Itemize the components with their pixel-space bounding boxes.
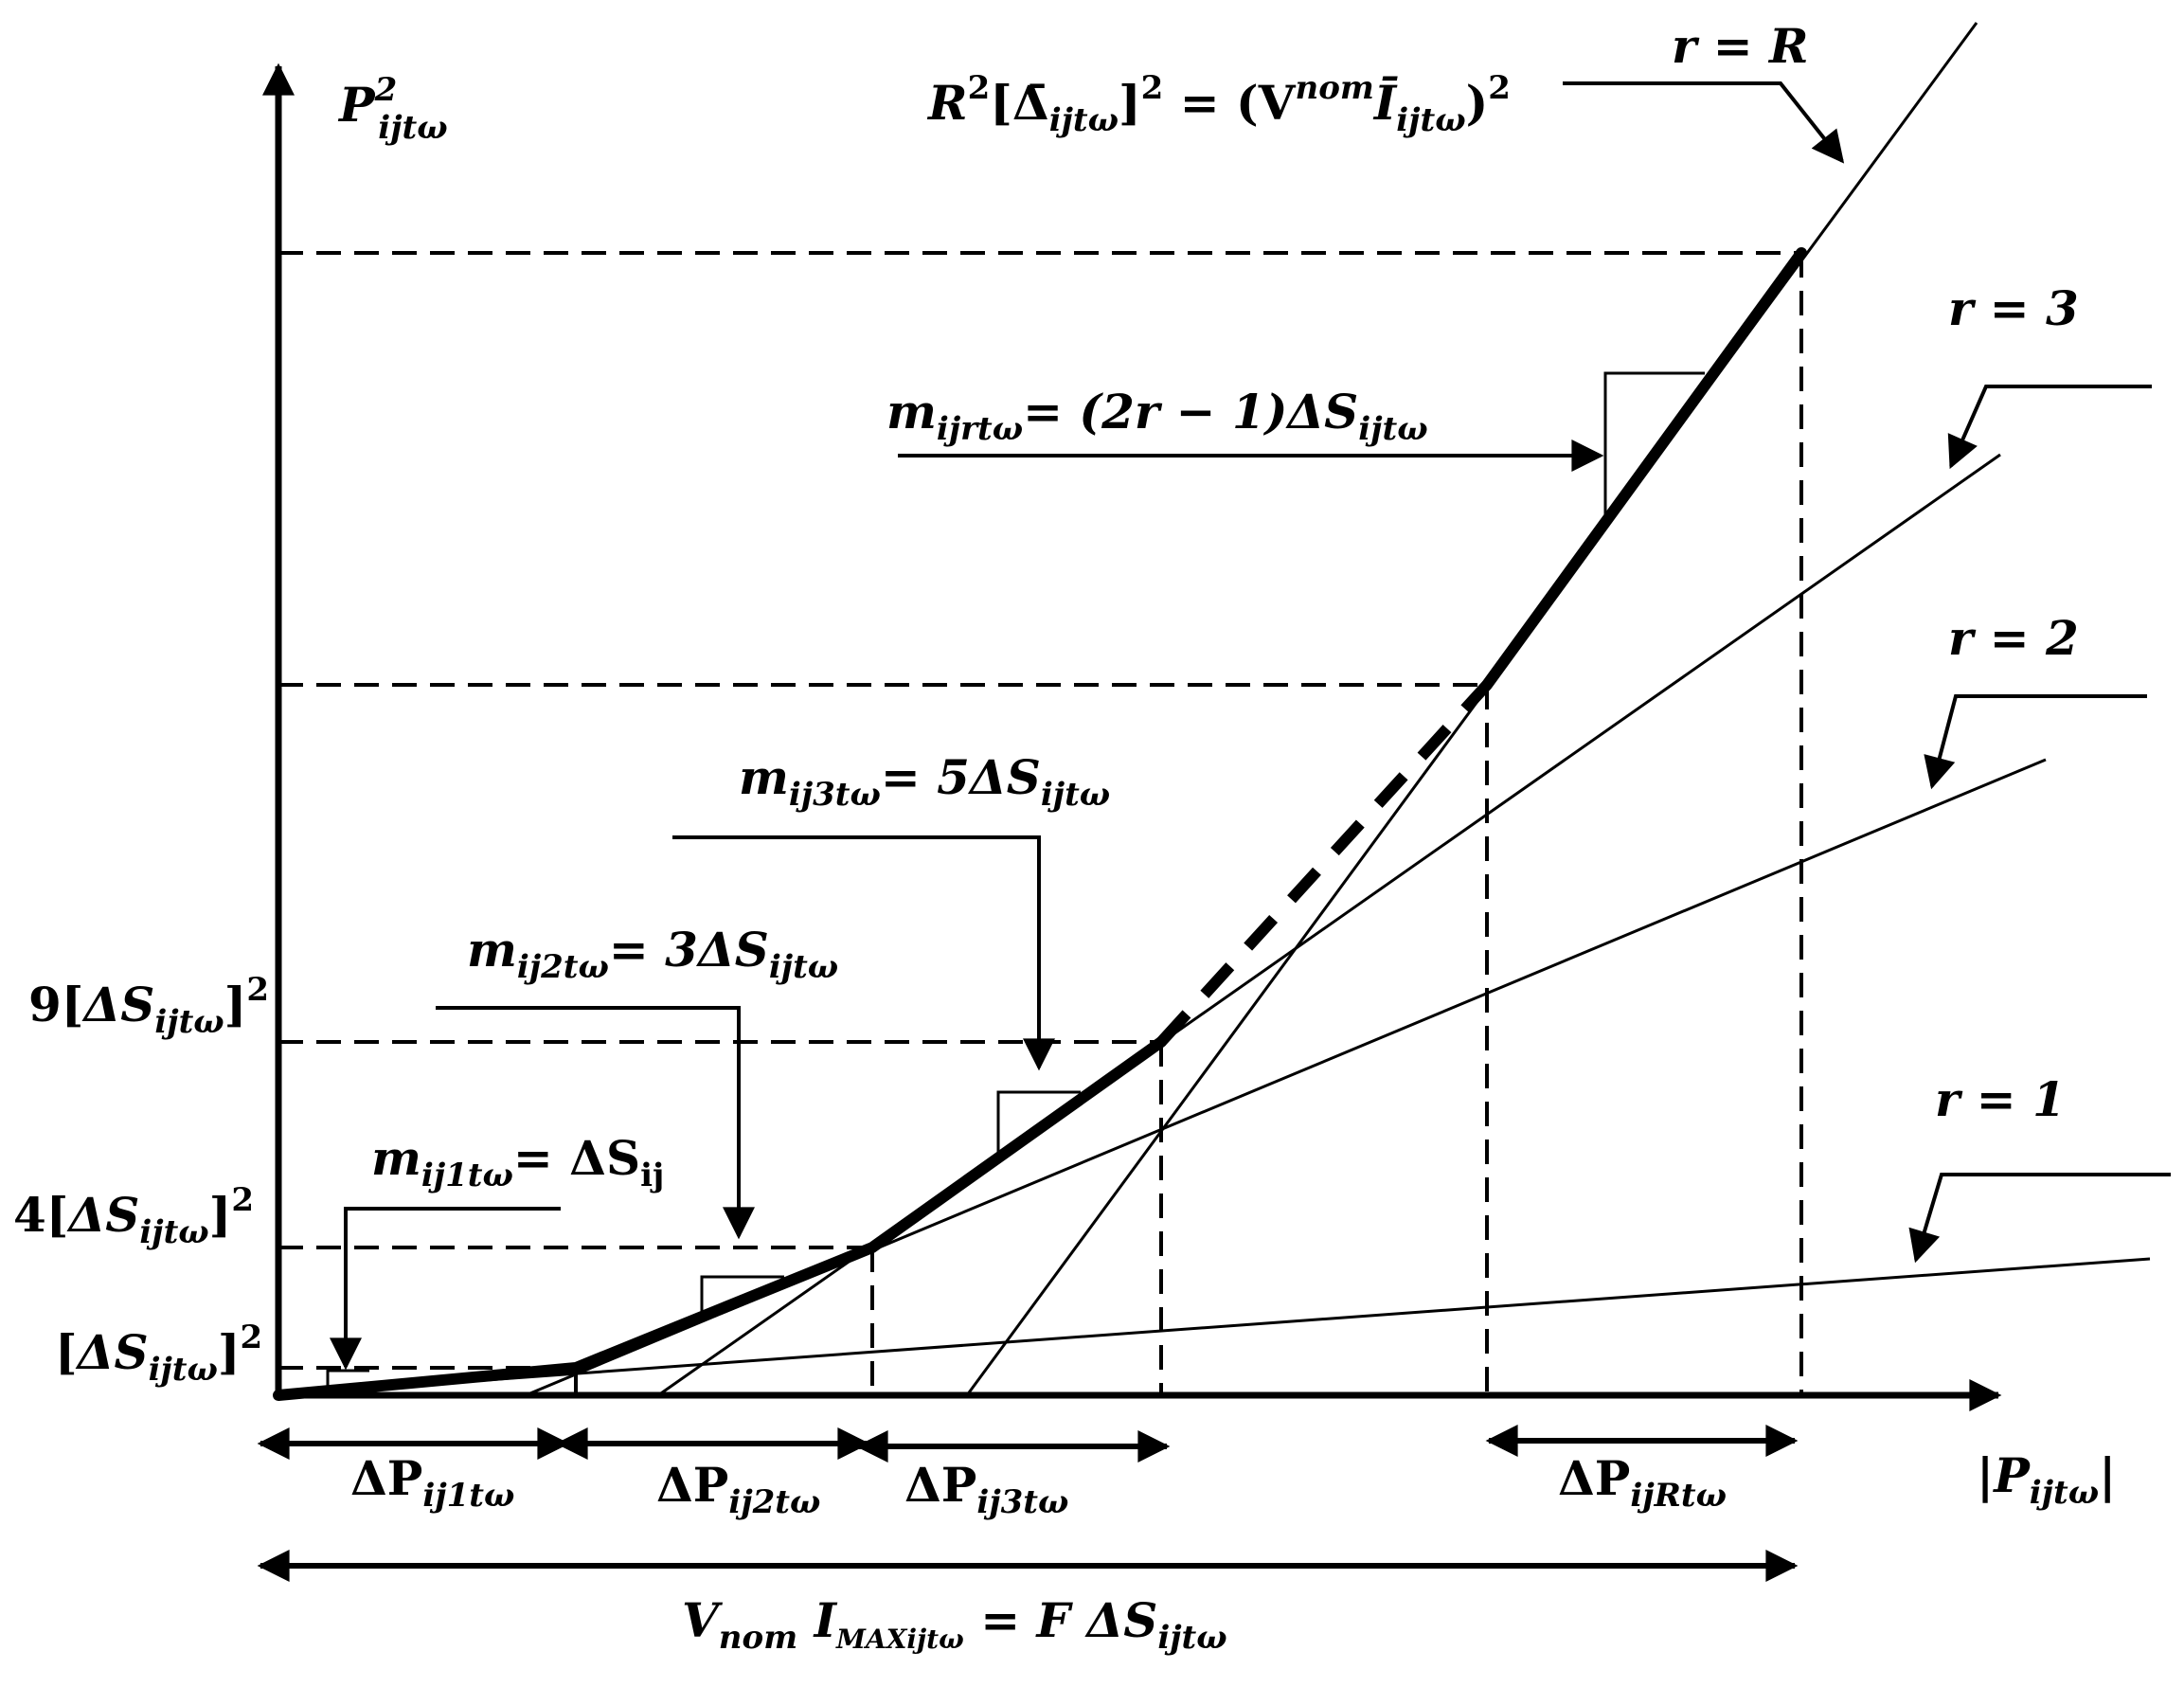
leader-r1 bbox=[1908, 1173, 2171, 1264]
curve-solid-upper bbox=[1481, 247, 1807, 691]
line-r1 bbox=[277, 1257, 2151, 1397]
slope-label-3: mij3tω= 5ΔSijtω bbox=[739, 749, 1110, 814]
line-label-r2: r = 2 bbox=[1948, 610, 2079, 666]
leader-m1 bbox=[330, 1207, 561, 1371]
interval-label-1: ΔPij1tω bbox=[350, 1450, 514, 1515]
piecewise-curve bbox=[273, 247, 1807, 1401]
leader-rR bbox=[1563, 81, 1845, 164]
leader-m2 bbox=[436, 1006, 755, 1240]
slope-step-r bbox=[1603, 371, 1705, 518]
curve-solid-lower bbox=[273, 1036, 1167, 1401]
slope-label-2: mij2tω= 3ΔSijtω bbox=[467, 922, 838, 986]
line-label-rR: r = R bbox=[1672, 18, 1809, 74]
y-tick-label-1: [ΔSijtω]2 bbox=[55, 1319, 262, 1389]
slope-step-1 bbox=[326, 1369, 369, 1389]
interval-arrows bbox=[257, 1425, 1799, 1582]
interval-label-3: ΔPij3tω bbox=[904, 1457, 1068, 1521]
slope-steps bbox=[326, 371, 1705, 1389]
y-tick-label-9: 9[ΔSijtω]2 bbox=[28, 971, 269, 1041]
leader-r3 bbox=[1947, 385, 2152, 470]
line-label-r1: r = 1 bbox=[1935, 1071, 2066, 1127]
interval-label-R: ΔPijRtω bbox=[1558, 1450, 1727, 1515]
top-equation: R2[Δ̄ijtω]2 = (VnomĪijtω)2 bbox=[926, 69, 1511, 139]
x-axis-label: |Pijtω| bbox=[1977, 1447, 2116, 1512]
slope-step-2 bbox=[700, 1275, 784, 1314]
slope-label-1: mij1tω= ΔSij bbox=[371, 1130, 664, 1194]
axes bbox=[262, 63, 2002, 1411]
interval-label-2: ΔPij2tω bbox=[656, 1457, 820, 1521]
tangent-lines bbox=[277, 22, 2151, 1397]
curve-dashed-middle bbox=[1156, 680, 1492, 1047]
y-axis-label: P2 ijtω bbox=[337, 71, 448, 147]
line-label-r3: r = 3 bbox=[1948, 280, 2079, 336]
slope-label-r: mijrtω= (2r − 1)ΔSijtω bbox=[886, 384, 1428, 448]
leader-m3 bbox=[672, 835, 1055, 1071]
leader-r2 bbox=[1924, 694, 2147, 790]
slope-step-3 bbox=[996, 1090, 1081, 1153]
bottom-equation: Vnom IMAXijtω = F ΔSijtω bbox=[682, 1592, 1227, 1657]
leaders bbox=[330, 81, 2171, 1371]
y-tick-label-4: 4[ΔSijtω]2 bbox=[13, 1181, 254, 1251]
